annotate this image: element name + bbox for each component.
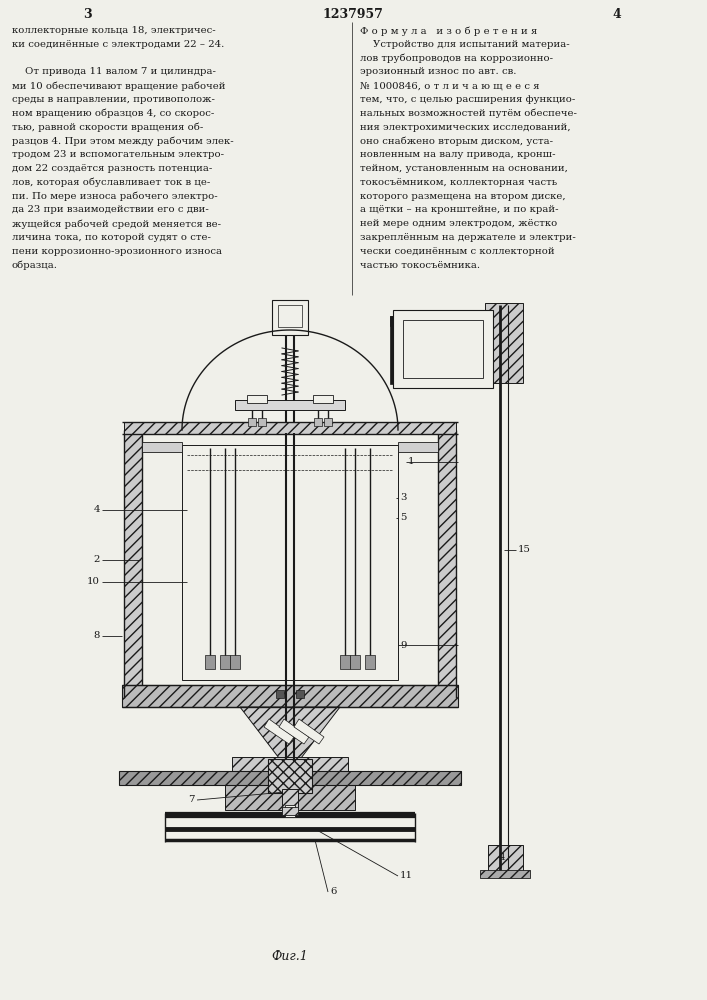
Bar — [278, 305, 302, 327]
Text: среды в направлении, противополож-: среды в направлении, противополож- — [12, 95, 215, 104]
Text: 3: 3 — [83, 8, 91, 21]
Text: тейном, установленным на основании,: тейном, установленным на основании, — [360, 164, 568, 173]
Bar — [340, 655, 350, 669]
Text: оно снабжено вторым диском, уста-: оно снабжено вторым диском, уста- — [360, 136, 553, 146]
Text: 9: 9 — [400, 641, 407, 650]
Text: 6: 6 — [330, 888, 337, 896]
Bar — [438, 430, 456, 698]
Text: 8: 8 — [93, 632, 100, 641]
Bar — [314, 418, 322, 426]
Text: Фиг.1: Фиг.1 — [271, 950, 308, 963]
Bar — [296, 690, 304, 698]
Bar — [485, 303, 523, 383]
Text: да 23 при взаимодействии его с дви-: да 23 при взаимодействии его с дви- — [12, 205, 209, 214]
Bar — [282, 807, 298, 815]
Bar — [205, 655, 215, 669]
Text: 15: 15 — [518, 546, 531, 554]
Bar — [124, 422, 456, 434]
Bar — [313, 395, 333, 403]
Bar — [365, 655, 375, 669]
Bar — [248, 418, 256, 426]
Bar — [324, 418, 332, 426]
Bar — [390, 316, 485, 326]
Text: 1237957: 1237957 — [322, 8, 383, 21]
Bar — [258, 418, 266, 426]
Text: токосъёмником, коллекторная часть: токосъёмником, коллекторная часть — [360, 178, 557, 187]
Text: ми 10 обеспечивают вращение рабочей: ми 10 обеспечивают вращение рабочей — [12, 81, 226, 91]
Bar — [232, 757, 348, 779]
Text: лов трубопроводов на коррозионно-: лов трубопроводов на коррозионно- — [360, 54, 553, 63]
Bar — [398, 442, 438, 452]
Bar — [285, 805, 295, 817]
Text: ней мере одним электродом, жёстко: ней мере одним электродом, жёстко — [360, 219, 557, 228]
Bar — [276, 690, 284, 698]
Text: 4: 4 — [93, 506, 100, 514]
Text: ки соединённые с электродами 22 – 24.: ки соединённые с электродами 22 – 24. — [12, 40, 224, 49]
Text: личина тока, по которой судят о сте-: личина тока, по которой судят о сте- — [12, 233, 211, 242]
Polygon shape — [294, 719, 324, 744]
Bar — [268, 759, 312, 793]
Text: коллекторные кольца 18, электричес-: коллекторные кольца 18, электричес- — [12, 26, 216, 35]
Text: разцов 4. При этом между рабочим элек-: разцов 4. При этом между рабочим элек- — [12, 136, 233, 146]
Bar — [282, 789, 298, 809]
Text: которого размещена на втором диске,: которого размещена на втором диске, — [360, 192, 566, 201]
Text: новленным на валу привода, кронш-: новленным на валу привода, кронш- — [360, 150, 556, 159]
Bar — [393, 310, 493, 388]
Bar — [403, 320, 483, 378]
Bar — [350, 655, 360, 669]
Text: 1: 1 — [500, 852, 506, 861]
Bar — [230, 655, 240, 669]
Text: тем, что, с целью расширения функцио-: тем, что, с целью расширения функцио- — [360, 95, 575, 104]
Polygon shape — [279, 719, 309, 744]
Bar — [142, 442, 182, 452]
Text: закреплённым на держателе и электри-: закреплённым на держателе и электри- — [360, 233, 575, 242]
Bar — [119, 771, 461, 785]
Text: Устройство для испытаний материа-: Устройство для испытаний материа- — [360, 40, 570, 49]
Text: Ф о р м у л а   и з о б р е т е н и я: Ф о р м у л а и з о б р е т е н и я — [360, 26, 537, 35]
Bar — [124, 430, 142, 698]
Polygon shape — [264, 719, 294, 744]
Text: эрозионный износ по авт. св.: эрозионный износ по авт. св. — [360, 67, 517, 76]
Text: жущейся рабочей средой меняется ве-: жущейся рабочей средой меняется ве- — [12, 219, 221, 229]
Text: 1: 1 — [408, 458, 414, 466]
Text: тью, равной скорости вращения об-: тью, равной скорости вращения об- — [12, 123, 203, 132]
Bar — [220, 655, 230, 669]
Text: ния электрохимических исследований,: ния электрохимических исследований, — [360, 123, 571, 132]
Text: тродом 23 и вспомогательным электро-: тродом 23 и вспомогательным электро- — [12, 150, 224, 159]
Text: лов, которая обуславливает ток в це-: лов, которая обуславливает ток в це- — [12, 178, 210, 187]
Text: а щётки – на кронштейне, и по край-: а щётки – на кронштейне, и по край- — [360, 205, 559, 214]
Text: чески соединённым с коллекторной: чески соединённым с коллекторной — [360, 247, 554, 256]
Text: № 1000846, о т л и ч а ю щ е е с я: № 1000846, о т л и ч а ю щ е е с я — [360, 81, 539, 90]
Bar — [225, 775, 355, 810]
Text: 5: 5 — [400, 514, 407, 522]
Text: 2: 2 — [93, 556, 100, 564]
Text: ном вращению образцов 4, со скорос-: ном вращению образцов 4, со скорос- — [12, 109, 214, 118]
Bar — [488, 845, 523, 873]
Text: 3: 3 — [400, 493, 407, 502]
Bar — [390, 316, 402, 384]
Bar — [480, 870, 530, 878]
Polygon shape — [240, 707, 340, 762]
Text: частью токосъёмника.: частью токосъёмника. — [360, 261, 480, 270]
Text: 11: 11 — [400, 871, 413, 880]
Text: 7: 7 — [189, 796, 195, 804]
Text: нальных возможностей путём обеспече-: нальных возможностей путём обеспече- — [360, 109, 577, 118]
Text: 10: 10 — [87, 578, 100, 586]
Bar — [122, 685, 458, 707]
Bar — [272, 300, 308, 335]
Text: пени коррозионно-эрозионного износа: пени коррозионно-эрозионного износа — [12, 247, 222, 256]
Text: От привода 11 валом 7 и цилиндра-: От привода 11 валом 7 и цилиндра- — [12, 67, 216, 76]
Text: дом 22 создаётся разность потенциа-: дом 22 создаётся разность потенциа- — [12, 164, 212, 173]
Text: пи. По мере износа рабочего электро-: пи. По мере износа рабочего электро- — [12, 192, 218, 201]
Bar — [235, 400, 345, 410]
Text: 4: 4 — [613, 8, 621, 21]
Bar — [247, 395, 267, 403]
Bar — [182, 445, 398, 680]
Text: образца.: образца. — [12, 261, 58, 270]
